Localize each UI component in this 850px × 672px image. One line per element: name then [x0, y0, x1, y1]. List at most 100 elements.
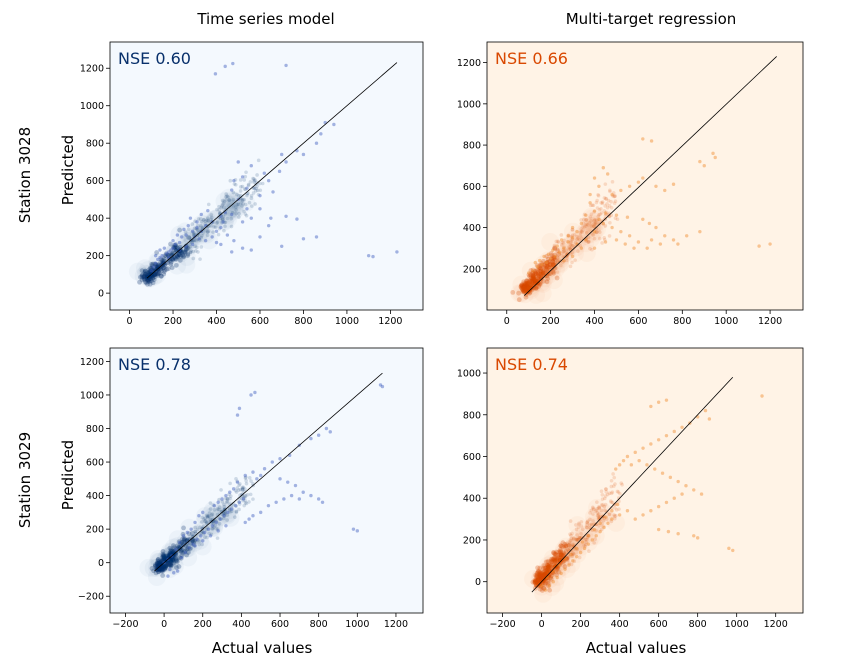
- scatter-point: [231, 487, 236, 491]
- density-point: [167, 554, 173, 559]
- density-point: [178, 541, 184, 547]
- density-point: [573, 258, 577, 262]
- x-tick-label: 0: [161, 619, 167, 630]
- density-point: [523, 280, 529, 286]
- density-point: [572, 232, 577, 237]
- density-point: [587, 549, 591, 553]
- density-point: [163, 555, 168, 560]
- density-point: [235, 479, 239, 484]
- density-point: [216, 232, 221, 237]
- density-point: [205, 513, 209, 518]
- scatter-point: [179, 555, 184, 560]
- density-point: [155, 564, 161, 570]
- density-point: [529, 276, 535, 282]
- density-point: [596, 193, 601, 198]
- density-point: [167, 550, 173, 556]
- plot-area: [530, 376, 764, 593]
- density-point: [585, 521, 590, 525]
- scatter-point: [162, 246, 167, 250]
- density-point: [200, 530, 205, 534]
- density-point: [167, 553, 173, 559]
- density-point: [547, 267, 553, 273]
- density-point: [202, 218, 206, 222]
- density-point: [235, 486, 240, 490]
- density-point: [568, 538, 573, 543]
- density-point: [611, 472, 615, 476]
- scatter-point: [617, 513, 622, 517]
- density-point: [149, 565, 155, 571]
- density-point: [155, 271, 161, 277]
- density-point: [579, 532, 583, 536]
- scatter-point: [757, 244, 761, 248]
- density-point: [520, 286, 526, 292]
- density-point: [168, 558, 174, 564]
- density-point: [150, 267, 155, 273]
- density-point: [593, 217, 597, 222]
- density-point: [169, 253, 175, 259]
- density-point: [224, 496, 228, 501]
- density-point: [552, 555, 558, 561]
- density-point: [187, 235, 192, 240]
- density-point: [540, 270, 546, 276]
- density-point: [549, 559, 555, 565]
- density-point: [524, 278, 530, 283]
- density-point: [522, 286, 528, 292]
- density-point: [158, 273, 164, 279]
- scatter-point: [169, 248, 173, 252]
- density-point: [141, 274, 147, 280]
- density-point: [193, 538, 197, 543]
- density-point: [519, 283, 525, 289]
- density-point: [602, 496, 607, 501]
- density-point: [556, 554, 562, 560]
- density-point: [533, 280, 539, 286]
- density-point: [569, 243, 574, 248]
- density-point: [156, 562, 162, 568]
- density-point: [243, 476, 248, 480]
- density-point: [538, 574, 544, 580]
- scatter-point: [542, 254, 546, 259]
- density-point: [546, 573, 552, 579]
- density-point: [551, 270, 557, 276]
- density-point: [157, 562, 163, 568]
- density-point: [547, 572, 552, 578]
- density-point: [211, 526, 215, 531]
- density-point: [193, 525, 198, 530]
- scatter-point: [240, 175, 245, 179]
- density-point: [579, 229, 584, 234]
- density-point: [575, 237, 579, 242]
- density-point: [603, 487, 608, 491]
- density-point: [238, 178, 243, 182]
- density-point: [523, 292, 529, 297]
- y-tick-label: −200: [78, 592, 104, 603]
- density-point: [240, 198, 245, 203]
- density-point: [534, 573, 540, 579]
- density-point: [525, 288, 531, 294]
- density-point: [147, 265, 153, 271]
- density-point: [597, 512, 601, 516]
- y-tick-label: 1200: [80, 64, 104, 75]
- density-point: [169, 549, 175, 554]
- density-point: [170, 257, 176, 263]
- scatter-point: [301, 490, 305, 494]
- density-point: [171, 558, 176, 564]
- scatter-point: [278, 456, 282, 461]
- density-point: [571, 536, 576, 540]
- density-point: [200, 542, 204, 547]
- density-point: [572, 545, 577, 550]
- scatter-point: [295, 217, 299, 221]
- density-point: [241, 498, 245, 503]
- density-point: [549, 559, 554, 565]
- density-point: [536, 572, 542, 577]
- density-point: [548, 251, 554, 256]
- scatter-point: [355, 529, 360, 533]
- scatter-point: [278, 477, 282, 481]
- density-point: [147, 269, 153, 275]
- density-point: [150, 268, 156, 274]
- density-point: [617, 507, 621, 511]
- density-point: [145, 281, 150, 287]
- density-point: [543, 266, 549, 272]
- density-point: [529, 278, 535, 284]
- density-point: [588, 203, 593, 208]
- density-point: [555, 247, 560, 252]
- density-point: [159, 263, 165, 269]
